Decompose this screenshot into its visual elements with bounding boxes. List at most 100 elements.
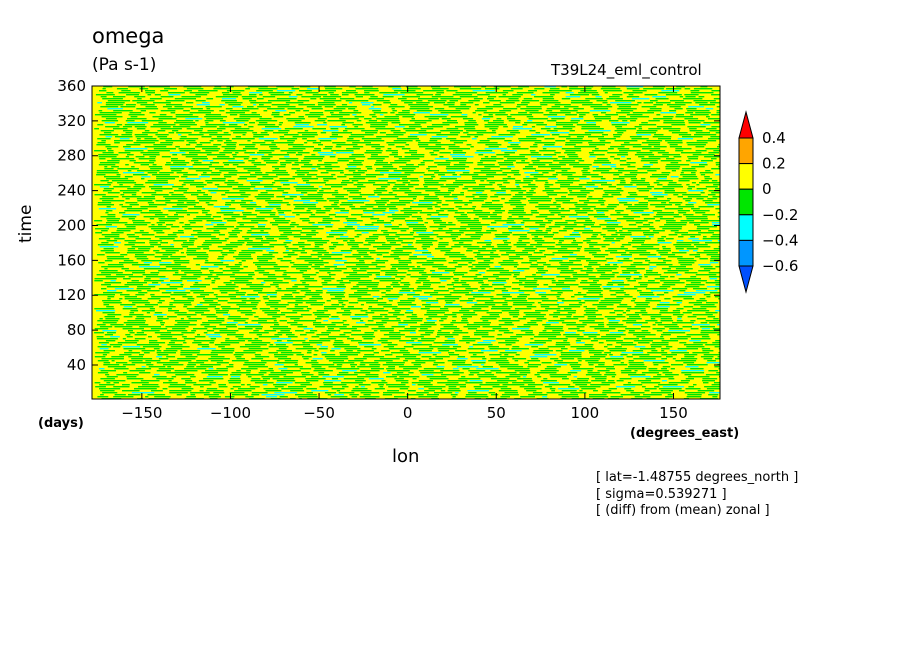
heatmap-cell — [421, 338, 436, 340]
heatmap-cell — [436, 134, 459, 136]
heatmap-cell — [602, 392, 621, 394]
heatmap-cell — [465, 288, 478, 290]
heatmap-cell — [558, 280, 576, 282]
heatmap-cell — [214, 86, 222, 88]
heatmap-cell — [172, 232, 184, 234]
heatmap-cell — [114, 242, 121, 244]
heatmap-cell — [266, 162, 278, 164]
heatmap-cell — [214, 332, 236, 334]
heatmap-cell — [624, 142, 630, 144]
heatmap-cell — [318, 348, 328, 350]
heatmap-cell — [342, 314, 351, 316]
heatmap-cell — [290, 318, 300, 320]
heatmap-cell — [451, 246, 461, 248]
heatmap-cell — [524, 362, 529, 364]
heatmap-cell — [559, 262, 574, 264]
heatmap-cell — [489, 182, 496, 184]
heatmap-cell — [465, 234, 483, 236]
heatmap-cell — [517, 104, 528, 106]
heatmap-cell — [716, 106, 720, 108]
heatmap-cell — [225, 244, 243, 246]
heatmap-cell — [120, 304, 136, 306]
heatmap-cell — [507, 176, 511, 178]
heatmap-cell — [300, 238, 322, 240]
heatmap-cell — [188, 310, 210, 312]
heatmap-cell — [483, 340, 496, 342]
heatmap-cell — [391, 214, 412, 216]
heatmap-cell — [667, 394, 674, 396]
heatmap-cell — [407, 270, 424, 272]
heatmap-cell — [229, 392, 245, 394]
heatmap-cell — [607, 282, 624, 284]
heatmap-cell — [550, 358, 559, 360]
heatmap-cell — [663, 116, 674, 118]
heatmap-cell — [207, 182, 213, 184]
heatmap-cell — [460, 280, 484, 282]
heatmap-cell — [425, 332, 434, 334]
heatmap-cell — [150, 294, 155, 296]
heatmap-cell — [232, 188, 251, 190]
heatmap-cell — [247, 140, 251, 142]
heatmap-cell — [341, 382, 363, 384]
heatmap-cell — [421, 300, 439, 302]
heatmap-cell — [229, 280, 249, 282]
heatmap-cell — [188, 208, 205, 210]
heatmap-cell — [231, 230, 243, 232]
heatmap-cell — [205, 202, 210, 204]
heatmap-cell — [540, 306, 550, 308]
heatmap-cell — [396, 372, 404, 374]
heatmap-cell — [367, 168, 373, 170]
heatmap-cell — [445, 384, 466, 386]
heatmap-cell — [106, 206, 111, 208]
heatmap-cell — [281, 370, 301, 372]
heatmap-cell — [676, 114, 684, 116]
heatmap-cell — [206, 330, 215, 332]
heatmap-cell — [224, 148, 236, 150]
heatmap-cell — [462, 172, 470, 174]
heatmap-cell — [339, 334, 346, 336]
heatmap-cell — [556, 206, 561, 208]
heatmap-cell — [371, 116, 377, 118]
heatmap-cell — [201, 372, 219, 374]
heatmap-cell — [296, 258, 319, 260]
heatmap-cell — [694, 224, 701, 226]
heatmap-cell — [693, 210, 710, 212]
heatmap-cell — [491, 136, 513, 138]
heatmap-cell — [467, 348, 485, 350]
heatmap-cell — [689, 254, 700, 256]
heatmap-cell — [704, 176, 710, 178]
heatmap-cell — [232, 386, 241, 388]
heatmap-cell — [544, 86, 556, 88]
colorbar: 0.40.20−0.2−0.4−0.6 — [738, 110, 798, 294]
heatmap-cell — [696, 228, 710, 230]
heatmap-cell — [222, 94, 242, 96]
heatmap-cell — [643, 360, 665, 362]
heatmap-cell — [285, 250, 289, 252]
heatmap-cell — [408, 194, 430, 196]
heatmap-cell — [215, 296, 236, 298]
heatmap-cell — [326, 236, 334, 238]
heatmap-cell — [662, 154, 681, 156]
heatmap-cell — [531, 212, 539, 214]
heatmap-cell — [449, 100, 458, 102]
heatmap-cell — [394, 184, 406, 186]
heatmap-cell — [231, 200, 235, 202]
heatmap-cell — [236, 226, 255, 228]
heatmap-cell — [245, 396, 254, 398]
heatmap-cell — [659, 226, 683, 228]
heatmap-cell — [149, 112, 156, 114]
heatmap-cell — [559, 240, 564, 242]
heatmap-cell — [425, 190, 441, 192]
heatmap-cell — [452, 316, 457, 318]
heatmap-cell — [490, 370, 502, 372]
heatmap-cell — [216, 312, 228, 314]
heatmap-cell — [622, 120, 628, 122]
heatmap-cell — [684, 392, 706, 394]
heatmap-cell — [634, 306, 651, 308]
heatmap-cell — [350, 248, 369, 250]
heatmap-cell — [329, 318, 340, 320]
colorbar-label: −0.4 — [762, 231, 798, 249]
heatmap-cell — [94, 280, 103, 282]
heatmap-cell — [688, 190, 704, 192]
heatmap-cell — [141, 234, 155, 236]
